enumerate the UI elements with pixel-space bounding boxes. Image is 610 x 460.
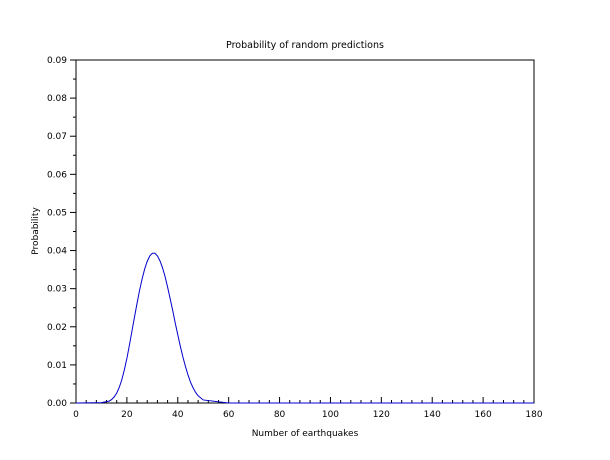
- x-tick-label: 140: [424, 410, 441, 420]
- y-tick-label: 0.05: [47, 208, 67, 218]
- x-tick-label: 60: [223, 410, 235, 420]
- y-tick-label: 0.01: [47, 361, 67, 371]
- x-axis: 0 20 40 60 80 100 120 140 160 180: [73, 397, 543, 420]
- chart-title: Probability of random predictions: [226, 40, 384, 51]
- x-axis-label: Number of earthquakes: [252, 429, 359, 439]
- x-tick-label: 100: [322, 410, 339, 420]
- y-tick-label: 0.03: [47, 285, 67, 295]
- y-axis: 0.00 0.01 0.02 0.03 0.04 0.05 0.06 0.07 0.08 0.09: [47, 56, 76, 409]
- y-tick-label: 0.09: [47, 56, 67, 66]
- y-tick-label: 0.06: [47, 170, 67, 180]
- x-tick-label: 20: [121, 410, 133, 420]
- x-tick-label: 0: [73, 410, 79, 420]
- y-tick-label: 0.00: [47, 399, 67, 409]
- series-line: [75, 252, 534, 404]
- x-tick-label: 120: [373, 410, 390, 420]
- y-tick-label: 0.04: [47, 247, 67, 257]
- x-tick-label: 160: [475, 410, 492, 420]
- y-tick-label: 0.07: [47, 132, 67, 142]
- y-tick-label: 0.08: [47, 94, 67, 104]
- x-tick-label: 40: [172, 410, 184, 420]
- y-axis-label: Probability: [31, 207, 41, 255]
- y-tick-label: 0.02: [47, 323, 67, 333]
- plot-frame: [75, 59, 535, 404]
- x-tick-label: 80: [274, 410, 286, 420]
- x-tick-label: 180: [525, 410, 542, 420]
